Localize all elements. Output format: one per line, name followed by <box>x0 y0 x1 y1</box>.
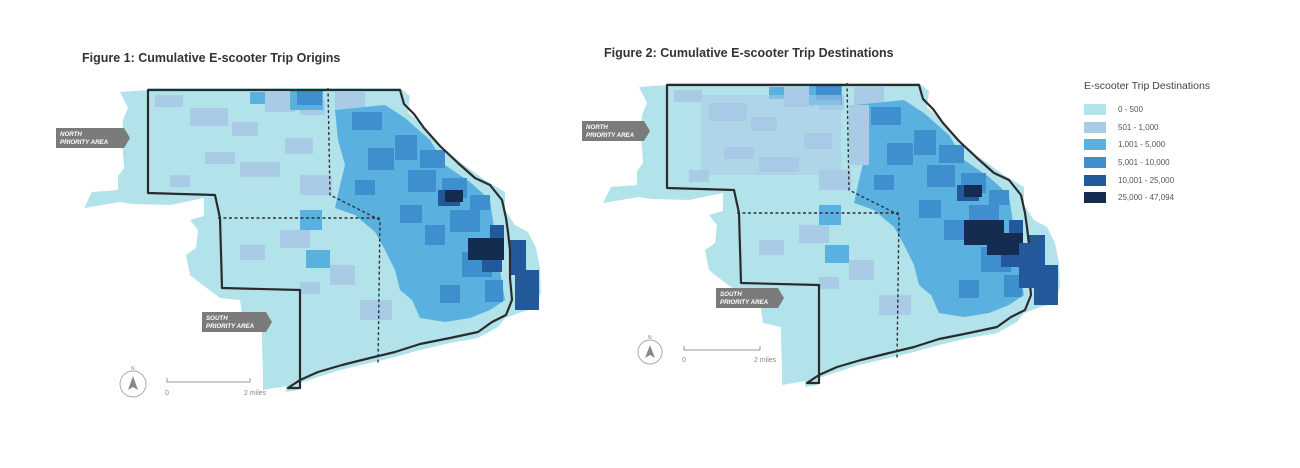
north-tag-line1: NORTH <box>60 131 82 138</box>
figure-1-title: Figure 1: Cumulative E-scooter Trip Orig… <box>82 51 341 65</box>
legend-label: 0 - 500 <box>1118 105 1143 115</box>
legend-item: 5,001 - 10,000 <box>1084 154 1210 172</box>
north-priority-area-tag: NORTH PRIORITY AREA <box>56 128 130 148</box>
north-priority-area-tag: NORTH PRIORITY AREA <box>582 121 650 141</box>
legend-label: 501 - 1,000 <box>1118 122 1159 132</box>
north-arrow-icon: N <box>637 335 663 365</box>
north-tag-line1: NORTH <box>586 124 608 131</box>
south-priority-area-tag: SOUTH PRIORITY AREA <box>716 288 784 308</box>
north-tag-line2: PRIORITY AREA <box>60 139 109 146</box>
legend-swatch <box>1084 157 1106 169</box>
south-tag-line1: SOUTH <box>720 291 742 298</box>
legend-item: 10,001 - 25,000 <box>1084 171 1210 189</box>
legend-item: 501 - 1,000 <box>1084 119 1210 137</box>
south-priority-area-tag: SOUTH PRIORITY AREA <box>202 312 272 332</box>
scale-bar: 0 2 miles <box>682 346 777 364</box>
svg-text:N: N <box>131 366 135 372</box>
svg-text:N: N <box>648 335 652 341</box>
legend-item: 0 - 500 <box>1084 101 1210 119</box>
legend-label: 1,001 - 5,000 <box>1118 140 1166 150</box>
legend-label: 25,000 - 47,094 <box>1118 193 1175 203</box>
south-tag-line2: PRIORITY AREA <box>206 323 255 330</box>
figure-2-map: NORTH PRIORITY AREA SOUTH PRIORITY AREA … <box>582 81 1062 389</box>
north-tag-line2: PRIORITY AREA <box>586 132 635 139</box>
scale-start: 0 <box>682 357 686 364</box>
legend-swatch <box>1084 121 1106 133</box>
legend-items: 0 - 500 501 - 1,000 1,001 - 5,000 5,001 - 1… <box>1084 101 1210 207</box>
legend-title: E-scooter Trip Destinations <box>1084 80 1211 92</box>
legend-item: 1,001 - 5,000 <box>1084 136 1210 154</box>
south-tag-line2: PRIORITY AREA <box>720 299 769 306</box>
legend-label: 5,001 - 10,000 <box>1118 158 1170 168</box>
legend-label: 10,001 - 25,000 <box>1118 175 1175 185</box>
legend-swatch <box>1084 192 1106 204</box>
scale-end: 2 miles <box>244 390 267 397</box>
south-tag-line1: SOUTH <box>206 315 228 322</box>
legend-item: 25,000 - 47,094 <box>1084 189 1210 207</box>
figure-1-map: NORTH PRIORITY AREA SOUTH PRIORITY AREA … <box>56 86 543 398</box>
figure-1-choropleth <box>82 86 543 394</box>
legend-swatch <box>1084 104 1106 116</box>
legend-swatch <box>1084 139 1106 151</box>
north-arrow-icon: N <box>119 366 147 398</box>
scale-end: 2 miles <box>754 357 777 364</box>
legend-swatch <box>1084 174 1106 186</box>
map-legend: E-scooter Trip Destinations 0 - 500 501 -… <box>1084 80 1210 207</box>
scale-bar: 0 2 miles <box>165 378 267 397</box>
scale-start: 0 <box>165 390 169 397</box>
figure-2-title: Figure 2: Cumulative E-scooter Trip Dest… <box>604 46 894 60</box>
